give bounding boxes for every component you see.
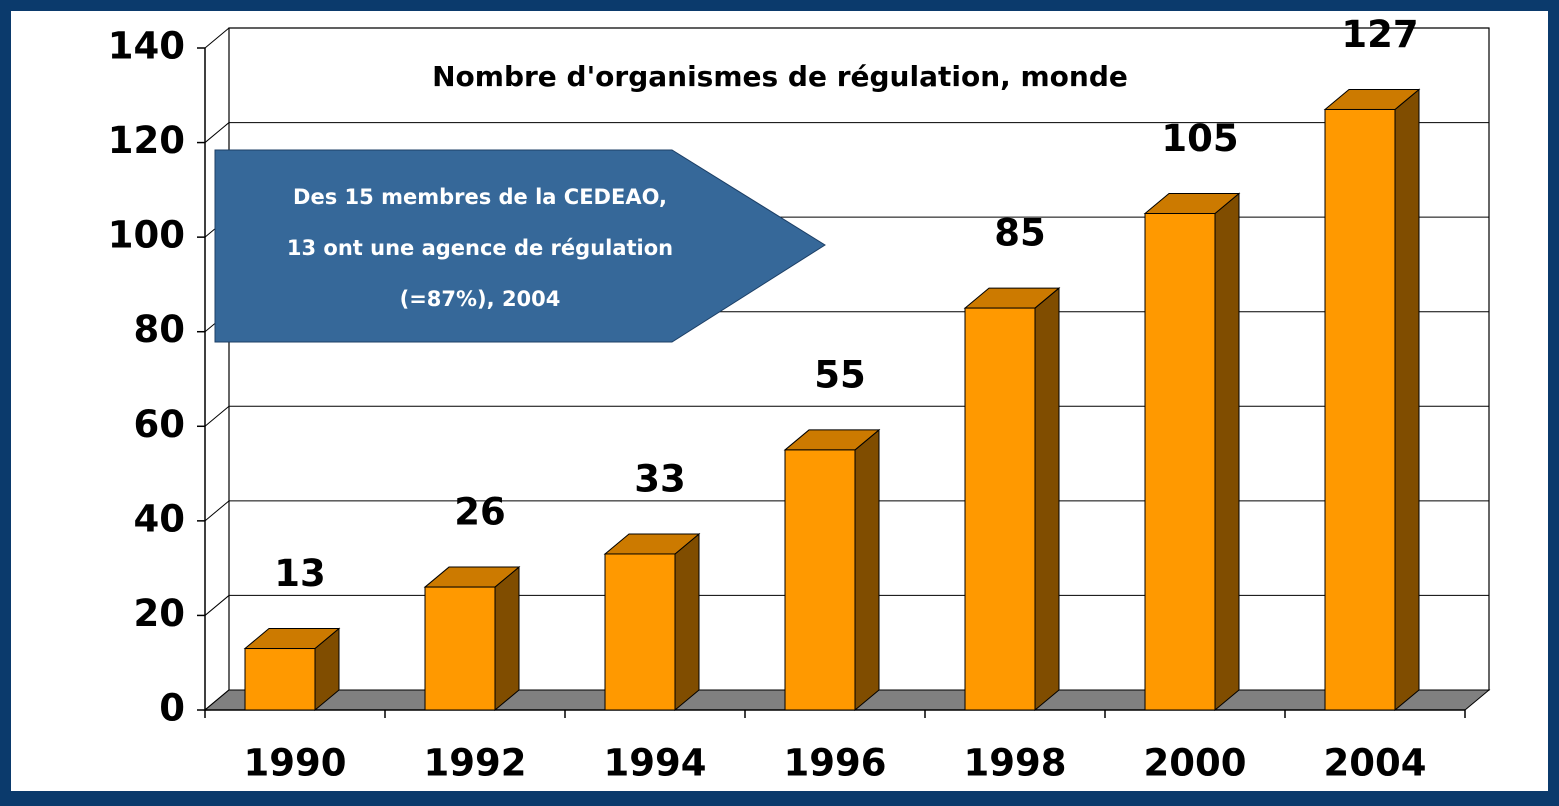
x-tick-label: 2000 bbox=[1144, 742, 1247, 785]
y-tick-label: 140 bbox=[108, 25, 185, 68]
bar bbox=[964, 307, 1036, 711]
callout-text: Des 15 membres de la CEDEAO, bbox=[293, 185, 667, 209]
bar bbox=[1324, 108, 1396, 711]
x-tick-label: 1992 bbox=[424, 742, 527, 785]
bar-side bbox=[674, 532, 700, 712]
y-tick-label: 20 bbox=[134, 592, 186, 635]
grid-diagonal bbox=[204, 27, 230, 49]
data-label: 33 bbox=[634, 457, 686, 500]
data-label: 26 bbox=[454, 491, 506, 534]
bar-side bbox=[1034, 287, 1060, 712]
bar bbox=[604, 553, 676, 711]
bar-side bbox=[1214, 192, 1240, 712]
data-label: 55 bbox=[814, 353, 866, 396]
grid-diagonal bbox=[204, 595, 230, 616]
bar-side bbox=[854, 428, 880, 712]
y-tick-label: 60 bbox=[134, 403, 186, 446]
data-label: 127 bbox=[1341, 13, 1418, 56]
y-tick-label: 120 bbox=[108, 119, 185, 162]
x-tick-label: 1996 bbox=[784, 742, 887, 785]
callout bbox=[214, 149, 826, 343]
bar-side bbox=[494, 565, 520, 712]
background bbox=[11, 11, 1548, 791]
chart-title: Nombre d'organismes de régulation, monde bbox=[432, 60, 1128, 93]
bar bbox=[424, 586, 496, 711]
x-tick-label: 1994 bbox=[604, 742, 707, 785]
grid-diagonal bbox=[204, 405, 230, 427]
y-tick-label: 80 bbox=[134, 308, 186, 351]
grid-diagonal bbox=[204, 122, 230, 143]
data-label: 85 bbox=[994, 212, 1046, 255]
x-tick-label: 2004 bbox=[1324, 742, 1427, 785]
y-tick-label: 100 bbox=[108, 214, 185, 257]
bar bbox=[1144, 213, 1216, 711]
x-tick-label: 1998 bbox=[964, 742, 1067, 785]
callout-text: (=87%), 2004 bbox=[400, 287, 561, 311]
callout-text: 13 ont une agence de régulation bbox=[287, 236, 673, 260]
grid-diagonal bbox=[204, 500, 230, 522]
bar bbox=[244, 648, 316, 711]
y-tick-label: 0 bbox=[159, 687, 185, 730]
x-tick-label: 1990 bbox=[244, 742, 347, 785]
bar-side bbox=[1394, 88, 1420, 712]
data-label: 13 bbox=[274, 552, 326, 595]
data-label: 105 bbox=[1161, 117, 1238, 160]
bar bbox=[784, 449, 856, 711]
y-tick-label: 40 bbox=[134, 497, 186, 540]
